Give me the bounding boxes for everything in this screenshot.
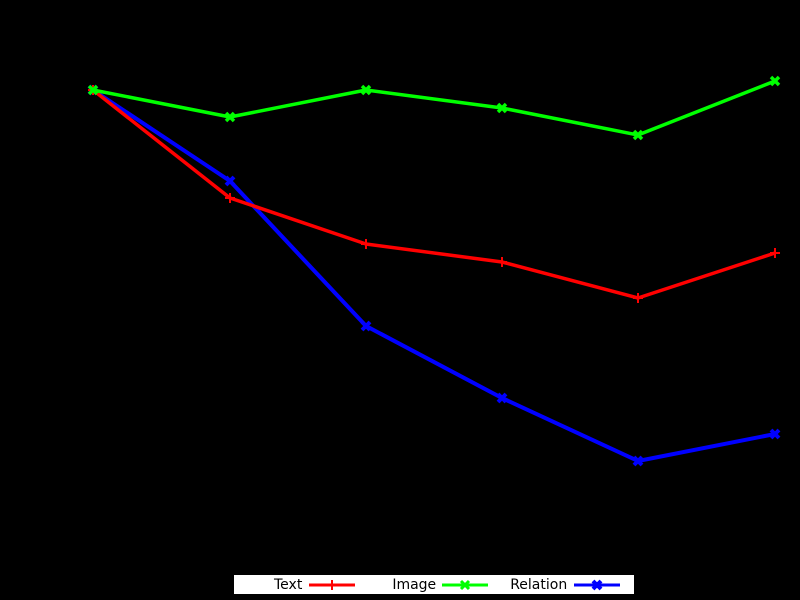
series-relation [87,84,781,467]
data-point-marker [360,320,372,332]
series-text [88,85,780,303]
legend-item-relation: Relation [510,577,622,593]
data-point-marker [225,193,235,203]
data-point-marker [632,455,644,467]
legend-swatch-text-icon [309,579,356,590]
legend-item-text: Text [274,577,357,593]
series-line [91,88,776,463]
data-point-marker [632,129,644,141]
series-line [92,79,776,137]
data-point-marker [769,75,781,87]
data-point-marker [87,84,99,96]
data-point-marker [361,239,371,249]
data-point-marker [496,392,508,404]
legend-swatch-relation-icon [574,579,621,590]
data-point-marker [360,84,372,96]
legend: Text Image Relation [234,575,634,594]
data-point-marker [496,102,508,114]
data-point-marker [497,257,507,267]
data-point-marker [769,428,781,440]
series-image [87,75,781,141]
legend-label: Relation [510,576,568,593]
series-line [91,88,776,300]
series-layer [87,75,781,467]
legend-label: Image [392,576,437,593]
data-point-marker [770,248,780,258]
data-point-marker [224,111,236,123]
legend-label: Text [274,576,303,593]
data-point-marker [633,293,643,303]
data-point-marker [224,175,236,187]
legend-swatch-image-icon [442,579,489,590]
legend-item-image: Image [392,577,490,593]
